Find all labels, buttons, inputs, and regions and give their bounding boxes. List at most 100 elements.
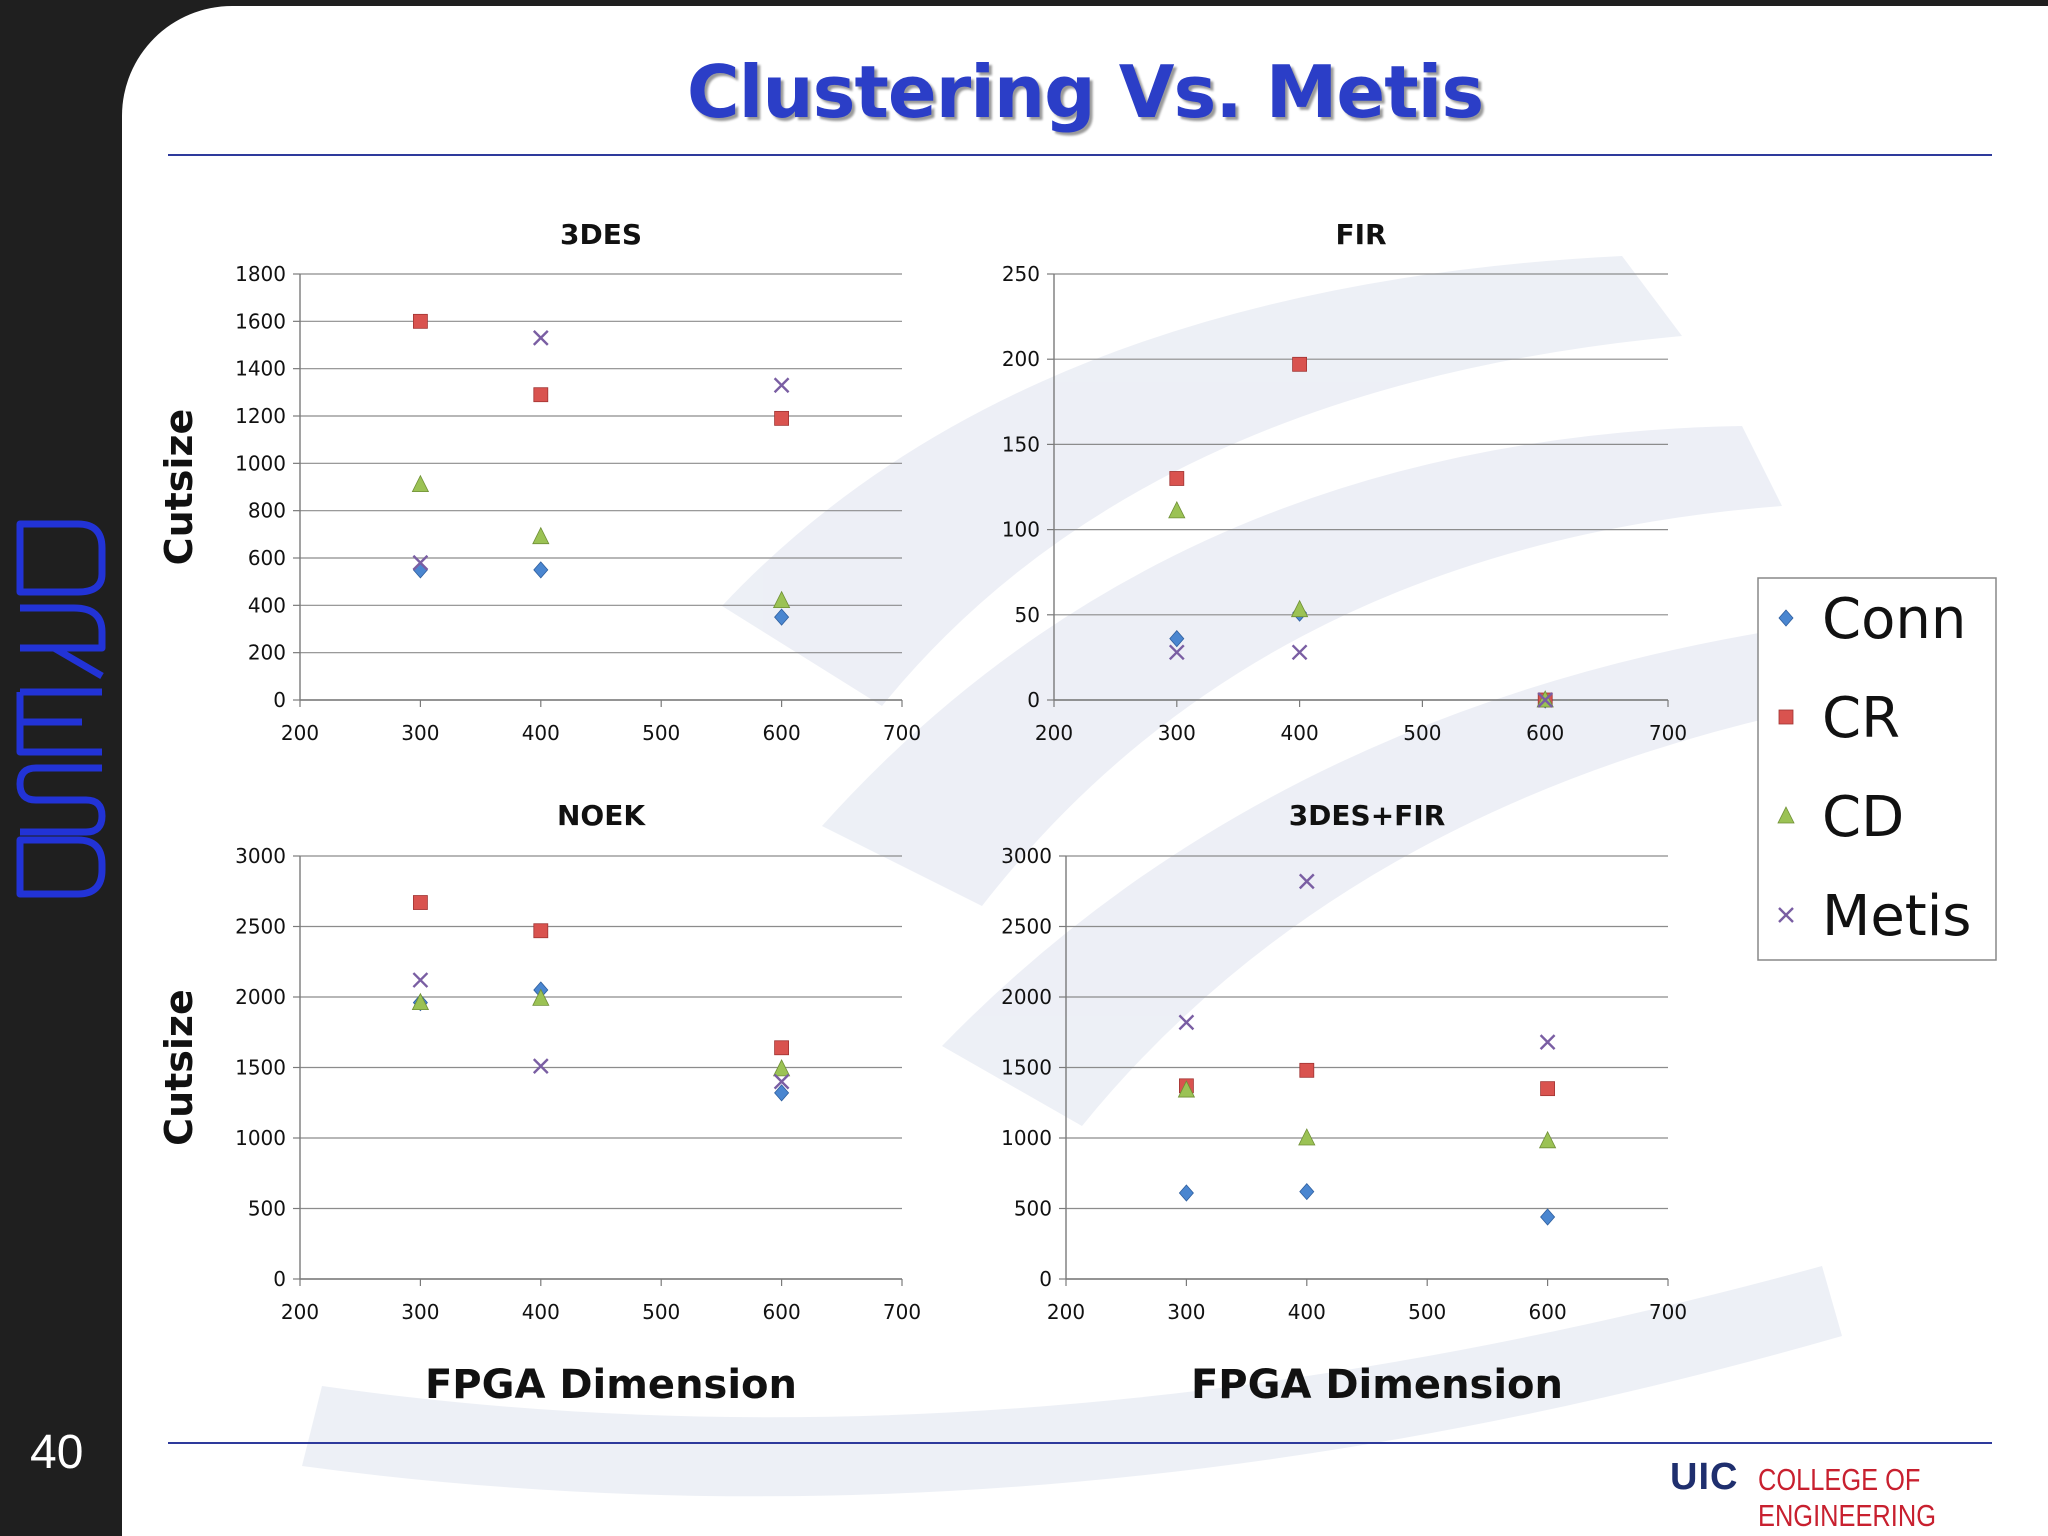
y-tick-label: 2500 <box>1001 915 1052 939</box>
data-point-conn <box>1299 1182 1315 1201</box>
y-tick-label: 0 <box>1027 688 1040 712</box>
y-tick-label: 100 <box>1002 518 1040 542</box>
y-tick-label: 1500 <box>235 1056 286 1080</box>
data-point-cd <box>772 590 791 608</box>
legend-marker-conn <box>1778 609 1794 627</box>
chart-4: 0 500 1000 1500 2000 2500 3000 200 300 400 500 600 7… <box>1001 799 1687 1408</box>
legend-label: Conn <box>1822 587 1966 652</box>
data-point-cd <box>1538 1130 1557 1149</box>
chart-2: 0 50 100 150 200 250 200 300 400 500 600 700 FIR <box>1002 218 1687 745</box>
data-point-metis <box>532 1058 549 1074</box>
data-point-metis <box>773 1073 790 1090</box>
legend-entry-conn: Conn <box>1778 587 1966 652</box>
x-tick-label: 700 <box>883 721 921 745</box>
data-point-conn <box>1178 1184 1194 1202</box>
x-tick-label: 400 <box>522 721 560 745</box>
x-tick-label: 200 <box>281 1300 319 1324</box>
data-point-metis <box>412 972 429 988</box>
data-point-metis <box>1178 1014 1195 1031</box>
data-point-cd <box>1290 599 1309 618</box>
data-point-cr <box>774 1040 789 1056</box>
y-tick-label: 250 <box>1002 262 1040 286</box>
x-tick-label: 400 <box>1288 1300 1326 1324</box>
y-axis-label: Cutsize <box>157 989 201 1146</box>
y-tick-label: 1000 <box>235 451 286 475</box>
chart-3: 0 500 1000 1500 2000 2500 3000 200 300 400 500 600 7… <box>157 799 921 1408</box>
x-tick-label: 400 <box>522 1300 560 1324</box>
x-tick-label: 600 <box>1529 1300 1567 1324</box>
data-point-metis <box>532 330 549 346</box>
x-tick-label: 700 <box>1649 721 1687 745</box>
data-point-metis <box>773 377 790 394</box>
data-point-conn <box>1169 630 1185 648</box>
y-tick-label: 1400 <box>235 357 286 381</box>
data-point-cr <box>1299 1062 1315 1078</box>
data-point-cr <box>774 410 789 426</box>
x-tick-label: 200 <box>1035 721 1073 745</box>
y-tick-label: 2000 <box>1001 985 1052 1009</box>
data-point-cr <box>533 387 549 403</box>
x-tick-label: 200 <box>281 721 319 745</box>
x-tick-label: 200 <box>1047 1300 1085 1324</box>
data-point-conn <box>533 561 549 579</box>
data-point-metis <box>1537 692 1554 708</box>
y-tick-label: 200 <box>248 641 286 665</box>
chart-legend: Conn CR CD Metis <box>1757 577 1997 961</box>
y-tick-label: 1000 <box>1001 1126 1052 1150</box>
data-point-metis <box>1298 873 1315 890</box>
legend-marker-metis <box>1778 907 1794 923</box>
legend-marker-cr <box>1778 709 1794 725</box>
x-tick-label: 300 <box>1167 1300 1205 1324</box>
y-tick-label: 3000 <box>235 844 286 868</box>
x-tick-label: 500 <box>642 721 680 745</box>
x-tick-label: 500 <box>1408 1300 1446 1324</box>
y-tick-label: 1500 <box>1001 1056 1052 1080</box>
uic-mark: UIC <box>1670 1456 1739 1498</box>
legend-entry-cd: CD <box>1777 785 1904 850</box>
x-tick-label: 500 <box>1403 721 1441 745</box>
x-axis-label: FPGA Dimension <box>1191 1362 1563 1408</box>
x-axis-label: FPGA Dimension <box>425 1362 797 1408</box>
data-point-conn <box>1540 1208 1556 1226</box>
y-axis-label: Cutsize <box>157 409 201 566</box>
data-point-cd <box>532 988 550 1006</box>
legend-box <box>1757 577 1997 961</box>
legend-label: Metis <box>1822 884 1971 949</box>
y-tick-label: 1600 <box>235 309 286 333</box>
x-tick-label: 600 <box>1526 721 1564 745</box>
chart-1: 0 200 400 600 800 1000 1200 1400 1600 1800 200 300 4… <box>157 218 921 745</box>
data-point-metis <box>1539 1034 1556 1050</box>
y-tick-label: 0 <box>273 1267 286 1291</box>
data-point-cd <box>1298 1128 1316 1146</box>
data-point-cr <box>1169 471 1185 486</box>
chart-title: NOEK <box>557 799 646 832</box>
data-point-cd <box>772 1059 791 1077</box>
chart-title: 3DES <box>560 218 642 251</box>
data-point-cr <box>1292 356 1307 372</box>
data-point-cr <box>1540 1081 1555 1097</box>
legend-entry-cr: CR <box>1778 686 1900 751</box>
x-tick-label: 700 <box>883 1300 921 1324</box>
y-tick-label: 150 <box>1002 432 1040 456</box>
legend-label: CR <box>1822 686 1900 751</box>
y-tick-label: 200 <box>1002 347 1040 371</box>
slide-title: Clustering Vs. Metis <box>686 50 1484 134</box>
title-divider <box>168 154 1992 156</box>
y-tick-label: 3000 <box>1001 844 1052 868</box>
data-point-cr <box>412 313 428 329</box>
chart-title: 3DES+FIR <box>1289 799 1446 832</box>
footer-divider <box>168 1442 1992 1444</box>
background-watermark <box>302 256 1842 1497</box>
x-tick-label: 300 <box>1158 721 1196 745</box>
uic-line-2: ENGINEERING <box>1758 1498 1936 1533</box>
y-tick-label: 500 <box>248 1197 286 1221</box>
data-point-cd <box>411 992 430 1011</box>
uic-line-1: COLLEGE OF <box>1758 1462 1921 1497</box>
data-point-conn <box>774 1084 790 1102</box>
y-tick-label: 2000 <box>235 985 286 1009</box>
x-tick-label: 300 <box>401 721 439 745</box>
data-point-cd <box>1168 500 1186 519</box>
y-tick-label: 400 <box>248 593 286 617</box>
data-point-cr <box>412 895 428 910</box>
